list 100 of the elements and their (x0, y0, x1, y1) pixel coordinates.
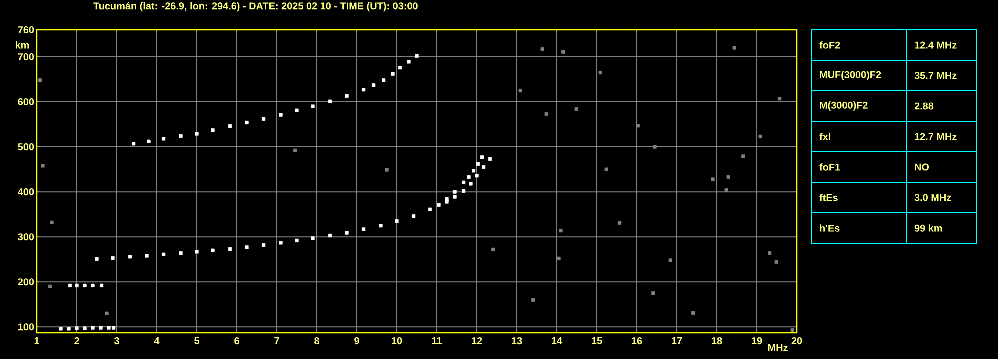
point (379, 224, 383, 228)
point (475, 174, 479, 178)
point (732, 46, 736, 50)
x-tick-label: 4 (154, 338, 160, 344)
point (75, 326, 79, 330)
x-axis-title: MHz (768, 344, 788, 352)
point (467, 175, 471, 180)
x-tick-label: 1 (34, 338, 40, 344)
point (598, 70, 602, 75)
y-tick-label: 700 (18, 53, 34, 61)
x-tick-label: 14 (552, 338, 562, 344)
text: 3.0 MHz (914, 194, 952, 202)
point (742, 154, 746, 158)
point (476, 162, 480, 166)
point (59, 327, 63, 331)
point (652, 292, 656, 296)
x-tick-label: 19 (752, 338, 762, 345)
point (407, 60, 411, 64)
point (532, 298, 536, 302)
point (128, 255, 132, 259)
point (83, 284, 87, 288)
point (162, 252, 166, 256)
point (692, 311, 696, 315)
y-tick-label: 200 (18, 278, 34, 286)
point (107, 326, 111, 330)
point (492, 248, 496, 252)
y-tick-label: 760 (18, 26, 34, 34)
text: h'Es (820, 224, 840, 232)
point (83, 326, 87, 330)
x-tick-label: 11 (432, 338, 442, 344)
point (145, 254, 149, 258)
point (311, 236, 315, 240)
point (385, 168, 389, 172)
point (557, 256, 561, 261)
point (162, 137, 166, 141)
point (395, 220, 399, 224)
y-axis-title: km (16, 42, 30, 49)
point (311, 104, 315, 108)
point (469, 182, 473, 186)
point (774, 260, 778, 264)
text: foF2 (820, 42, 840, 49)
point (279, 241, 283, 245)
point (372, 84, 376, 88)
point (112, 326, 116, 330)
x-tick-label: 10 (392, 338, 402, 345)
point (391, 72, 395, 76)
point (604, 168, 608, 172)
point (398, 66, 402, 70)
y-tick-label: 100 (18, 324, 34, 331)
text: 2.88 (914, 102, 934, 110)
point (453, 190, 457, 194)
point (99, 326, 103, 330)
y-tick-label: 500 (18, 144, 34, 151)
point (75, 284, 79, 288)
point (778, 97, 782, 101)
point (67, 327, 71, 331)
point (262, 117, 266, 121)
point (345, 231, 349, 235)
point (540, 48, 544, 52)
x-tick-label: 2 (74, 338, 80, 344)
point (472, 169, 476, 173)
point (362, 88, 366, 92)
point (445, 200, 449, 204)
point (68, 284, 72, 288)
point (453, 195, 457, 199)
point (618, 221, 622, 225)
point (48, 284, 52, 288)
point (179, 134, 183, 138)
x-tick-label: 15 (592, 338, 602, 344)
text: ftEs (820, 194, 838, 202)
point (132, 142, 136, 146)
x-tick-label: 7 (274, 338, 280, 344)
point (412, 214, 416, 218)
point (179, 252, 183, 256)
x-tick-label: 8 (314, 338, 320, 345)
x-tick-label: 16 (632, 338, 642, 345)
text: 12.4 MHz (915, 42, 957, 49)
text: 99 km (914, 224, 942, 232)
point (653, 145, 657, 149)
point (790, 328, 794, 332)
point (462, 180, 466, 184)
text: M(3000)F2 (820, 102, 868, 111)
text: 35.7 MHz (914, 72, 957, 80)
point (95, 257, 99, 261)
point (559, 229, 563, 233)
point (245, 120, 249, 125)
point (228, 124, 232, 128)
point (100, 284, 104, 288)
point (518, 88, 522, 93)
point (768, 252, 772, 256)
point (228, 247, 232, 252)
text: NO (915, 164, 930, 171)
point (245, 246, 249, 250)
x-tick-label: 5 (194, 338, 200, 344)
point (668, 258, 672, 262)
y-tick-label: 300 (18, 234, 34, 241)
x-tick-label: 12 (472, 338, 482, 344)
point (726, 175, 730, 180)
x-tick-label: 3 (114, 338, 120, 345)
point (295, 108, 299, 112)
